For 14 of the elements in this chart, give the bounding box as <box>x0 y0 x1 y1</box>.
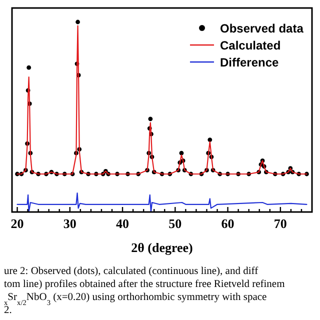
x-tick-label: 50 <box>168 216 182 231</box>
text: tom line) profiles obtained after the structure free Rietveld refinem <box>4 279 285 290</box>
x-tick-label: 70 <box>274 216 287 231</box>
legend-label: Difference <box>220 56 280 70</box>
legend-label: Observed data <box>220 22 304 36</box>
x-tick-label: 60 <box>221 216 234 231</box>
x-tick-label: 30 <box>63 216 76 231</box>
x-tick-label: 20 <box>10 216 24 231</box>
text: ure 2: Observed (dots), calculated (continuous line), and diff <box>4 266 259 277</box>
legend-label: Calculated <box>220 38 281 52</box>
text: $_{x}$Sr$_{x/2}$NbO$_{3}$ (x=0.20) using orthorhombic symmetry with space <box>4 292 268 306</box>
text: 2. <box>4 305 12 316</box>
x-tick-label: 40 <box>116 216 130 231</box>
x-axis-title: 2θ (degree) <box>131 240 193 255</box>
